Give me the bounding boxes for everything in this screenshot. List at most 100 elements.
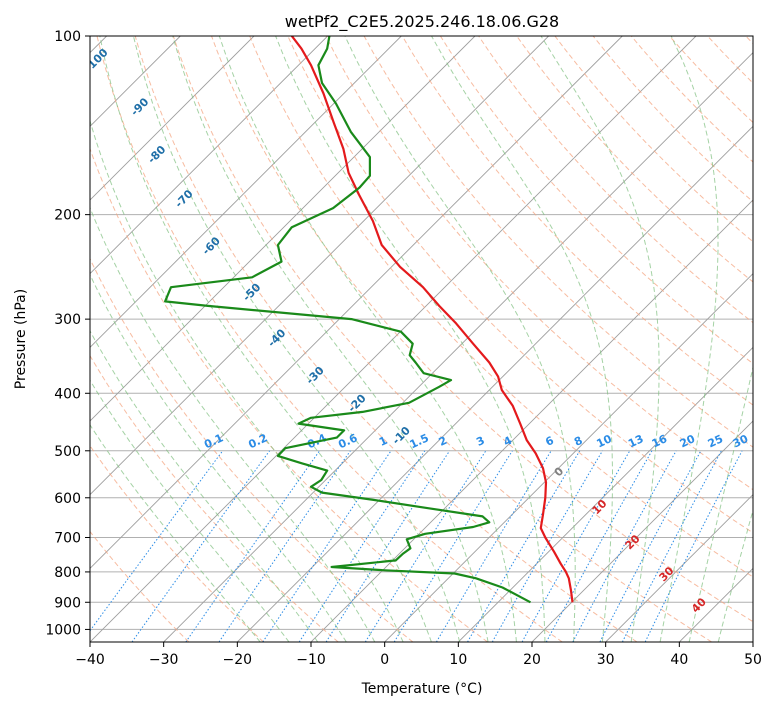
isotherm-label: -40: [265, 326, 288, 349]
y-axis: 100 200 300 400 500 600 700 800 900 1000: [45, 29, 90, 638]
moist-adiabat-label: 40: [689, 595, 709, 615]
moist-adiabat-label: 30: [657, 564, 677, 584]
dry-adiabat: [90, 444, 264, 642]
x-axis-label: Temperature (°C): [361, 681, 483, 697]
plot-frame: [89, 35, 754, 643]
grid-lines: [90, 36, 753, 642]
isotherm-line: [90, 36, 402, 348]
x-tick-label: 0: [380, 652, 389, 668]
dry-adiabat: [554, 36, 753, 243]
dry-adiabat: [211, 36, 753, 623]
dry-adiabat: [325, 36, 753, 491]
mixing-ratio-lines: [90, 450, 743, 642]
isotherm-line: [531, 420, 753, 642]
moist-adiabat-label: 0: [552, 464, 567, 479]
x-tick-label: −30: [149, 652, 179, 668]
dry-adiabat: [287, 36, 753, 534]
x-tick-label: −10: [296, 652, 326, 668]
dry-adiabat: [90, 530, 190, 642]
x-tick-label: 10: [449, 652, 467, 668]
mixing-ratio-label: 10: [595, 432, 615, 450]
mixing-ratio-line: [435, 450, 552, 642]
isotherm-line: [237, 125, 753, 642]
y-axis-label: Pressure (hPa): [13, 289, 29, 389]
isotherm-line: [679, 567, 753, 642]
y-tick-label: 400: [54, 386, 81, 402]
isotherm-line: [90, 36, 549, 496]
mixing-ratio-line: [467, 450, 581, 642]
profile-line-1: [290, 36, 574, 603]
chart-title: wetPf2_C2E5.2025.246.18.06.G28: [285, 12, 559, 32]
y-tick-label: 200: [54, 208, 81, 224]
isotherm-line: [90, 36, 697, 642]
mixing-ratio-line: [90, 450, 224, 632]
x-tick-label: 20: [523, 652, 541, 668]
moist-adiabat: [132, 36, 461, 642]
mixing-ratio-line: [218, 450, 351, 642]
mixing-ratio-line: [298, 450, 426, 642]
y-tick-label: 600: [54, 491, 81, 507]
mixing-ratio-line: [262, 450, 392, 642]
moist-adiabat: [540, 36, 660, 642]
mixing-ratio-label: 6: [543, 434, 556, 449]
y-tick-label: 800: [54, 565, 81, 581]
dry-adiabat: [134, 36, 638, 642]
moist-adiabat: [344, 36, 576, 642]
moist-adiabat: [659, 36, 719, 642]
moist-adiabat: [90, 119, 404, 642]
mixing-ratio-label: 8: [572, 434, 584, 449]
mixing-ratio-line: [131, 450, 271, 642]
dry-adiabat: [90, 257, 414, 642]
dry-adiabat: [516, 36, 753, 283]
isotherm-line: [605, 494, 753, 642]
dry-adiabat: [439, 36, 753, 365]
mixing-ratio-line: [491, 450, 603, 642]
x-tick-label: −20: [223, 652, 253, 668]
moist-adiabat: [431, 36, 613, 642]
isotherm-line: [384, 273, 753, 642]
moist-adiabat: [172, 36, 489, 642]
x-tick-label: 50: [744, 652, 762, 668]
mixing-ratio-line: [521, 450, 631, 642]
isotherm-line: [163, 52, 753, 642]
dry-adiabat: [96, 36, 563, 642]
dry-adiabat: [249, 36, 753, 578]
mixing-ratio-label: 0.2: [246, 431, 269, 451]
isotherm-line: [90, 36, 476, 422]
dry-adiabat: [90, 354, 339, 642]
mixing-ratio-label: 2: [437, 434, 449, 449]
moist-adiabat-label: 20: [623, 532, 643, 552]
y-tick-label: 100: [54, 29, 81, 45]
dry-adiabat: [172, 36, 712, 642]
mixing-ratio-label: 3: [474, 434, 486, 449]
isotherm-label: -30: [304, 364, 327, 387]
x-axis: −40 −30 −20 −10 0 10 20 30 40 50: [75, 642, 762, 668]
profile-series: [164, 36, 574, 604]
moist-adiabat: [688, 365, 753, 642]
dry-adiabat: [745, 36, 753, 45]
moist-adiabat: [90, 206, 376, 642]
mixing-ratio-label: 36: [754, 432, 774, 450]
x-tick-label: −40: [75, 652, 105, 668]
mixing-ratio-label: 1: [377, 434, 389, 449]
moist-adiabat: [275, 36, 546, 642]
x-tick-label: 40: [670, 652, 688, 668]
isotherm-line: [752, 641, 753, 642]
mixing-ratio-line: [325, 450, 451, 642]
mixing-ratio-line: [599, 450, 702, 642]
y-tick-label: 900: [54, 595, 81, 611]
y-tick-label: 1000: [45, 622, 81, 638]
isotherm-label: -50: [240, 280, 263, 303]
isotherm-label: -60: [200, 234, 223, 257]
mixing-ratio-label: 25: [706, 432, 725, 450]
x-tick-label: 30: [597, 652, 615, 668]
isotherm-line: [90, 36, 328, 275]
mixing-ratio-line: [621, 450, 722, 642]
isotherm-label: -80: [145, 143, 168, 166]
profile-line-2: [164, 36, 532, 604]
mixing-ratio-line: [364, 450, 487, 642]
mixing-ratio-line: [572, 450, 677, 642]
dry-adiabat: [707, 36, 753, 84]
y-tick-label: 500: [54, 444, 81, 460]
isotherm-line: [90, 36, 623, 569]
